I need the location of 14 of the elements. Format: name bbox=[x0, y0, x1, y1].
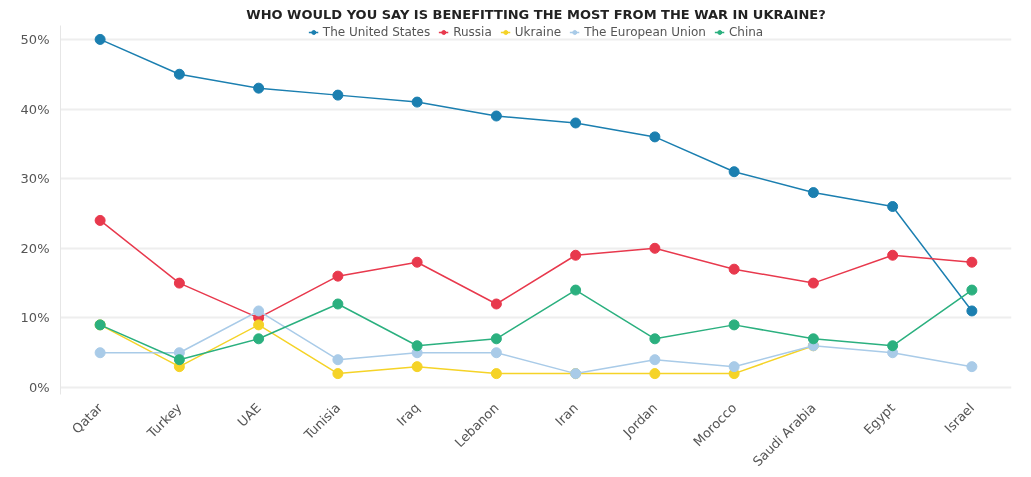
legend-label: China bbox=[728, 25, 764, 39]
x-tick-label: Iran bbox=[552, 400, 581, 429]
y-tick-label: 50% bbox=[20, 31, 50, 47]
y-tick-label: 10% bbox=[20, 310, 50, 326]
y-tick-label: 0% bbox=[28, 380, 50, 396]
x-tick-label: Iraq bbox=[393, 400, 423, 429]
chart-title: WHO WOULD YOU SAY IS BENEFITTING THE MOST FROM THE WAR IN UKRAINE? bbox=[246, 6, 826, 22]
legend-label: Russia bbox=[453, 25, 492, 39]
legend-label: The United States bbox=[322, 25, 431, 39]
y-tick-label: 20% bbox=[20, 240, 50, 256]
y-tick-label: 30% bbox=[20, 171, 50, 187]
y-tick-label: 40% bbox=[20, 101, 50, 117]
legend-label: The European Union bbox=[584, 25, 706, 39]
legend-label: Ukraine bbox=[514, 25, 562, 39]
